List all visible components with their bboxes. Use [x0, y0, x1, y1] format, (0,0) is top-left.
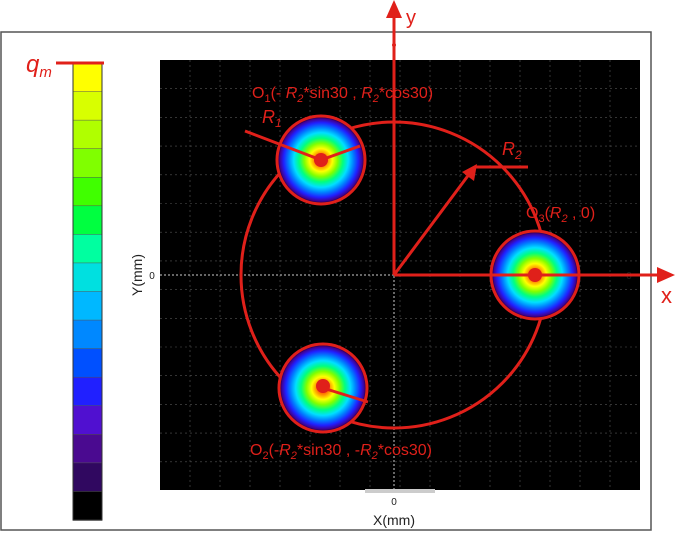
x-axis-name: x — [661, 283, 672, 308]
colorbar-cell — [72, 491, 103, 521]
x-arrowhead — [657, 267, 675, 283]
o1-center-dot — [314, 153, 328, 167]
colorbar-cell — [72, 205, 103, 236]
y-axis-name: y — [406, 7, 416, 29]
o2-radius-line — [322, 386, 369, 404]
colorbar-cell — [72, 91, 103, 121]
o1-label: O1(- R2*sin30 , R2*cos30) — [252, 85, 433, 105]
colorbar: qm — [26, 51, 104, 521]
r1-leader — [244, 129, 322, 162]
colorbar-cell — [72, 348, 103, 378]
y-zero-tick: 0 — [149, 271, 155, 282]
colorbar-cell — [72, 434, 103, 464]
colorbar-cell — [72, 405, 103, 436]
coordinate-axes — [244, 0, 675, 404]
colorbar-cell — [72, 291, 103, 321]
colorbar-cell — [72, 234, 103, 264]
r1-label: R1 — [262, 107, 282, 130]
o2-center-dot — [316, 379, 330, 393]
r2-arrow — [392, 172, 472, 276]
colorbar-cell — [72, 262, 103, 293]
r2-label: R2 — [502, 139, 522, 162]
colorbar-cell — [72, 177, 103, 207]
o3-center-dot — [528, 268, 542, 282]
colorbar-cell — [72, 119, 103, 150]
x-axis-label: X(mm) — [373, 512, 415, 528]
y-axis-label: Y(mm) — [129, 254, 145, 296]
y-arrowhead — [386, 0, 402, 18]
y-axis-tick-dot — [392, 43, 396, 47]
r2-arrowhead — [462, 164, 477, 181]
colorbar-label: qm — [26, 51, 52, 81]
colorbar-cell — [72, 462, 103, 493]
colorbar-cell — [72, 62, 103, 93]
colorbar-cell — [72, 148, 103, 178]
colorbar-cell — [72, 319, 103, 350]
o2-label: O2(-R2*sin30 , -R2*cos30) — [250, 442, 432, 462]
o3-label: O3(R2 , 0) — [526, 205, 595, 225]
colorbar-cell — [72, 376, 103, 407]
x-zero-tick: 0 — [391, 497, 397, 508]
x-scroll-marker — [365, 489, 435, 493]
